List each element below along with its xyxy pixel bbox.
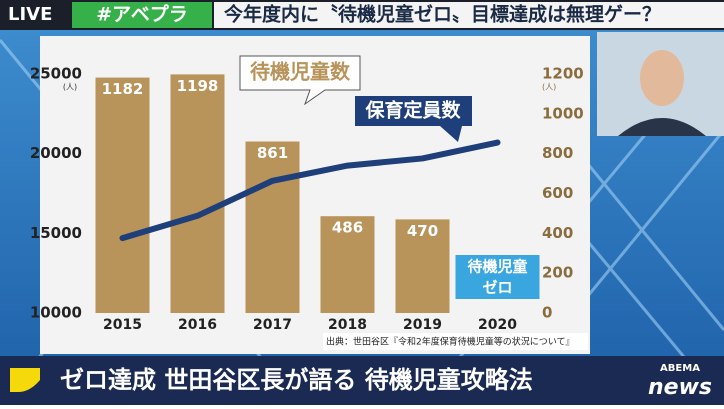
hashtag: #アベプラ xyxy=(96,3,188,26)
y2-tick-label: 600 xyxy=(542,184,573,202)
y2-tick-label: 1200 xyxy=(542,65,584,83)
bar-value-label: 486 xyxy=(332,219,363,237)
bar-value-label: 1182 xyxy=(102,80,144,98)
y-tick-label: 25000 xyxy=(30,65,82,83)
chart: 10000 15000 20000 25000 0 200 400 600 800 1000 120… xyxy=(30,55,588,350)
y2-tick-label: 400 xyxy=(542,224,573,242)
bar xyxy=(170,74,225,313)
bar-value-label: 470 xyxy=(407,222,438,240)
x-tick-label: 2015 xyxy=(103,317,142,333)
caption-icon xyxy=(10,368,40,392)
line xyxy=(119,139,501,242)
bar xyxy=(395,219,450,313)
legend-callout xyxy=(239,55,361,106)
y2-tick-label: 1000 xyxy=(542,104,584,122)
y-tick-label: 15000 xyxy=(30,224,82,242)
legend-label: 保育定員数 xyxy=(364,99,461,122)
hashtag-box xyxy=(72,2,212,28)
y2-tick-label: 0 xyxy=(542,304,552,322)
x-tick-label: 2018 xyxy=(328,317,367,333)
bar-value-label: 1198 xyxy=(177,77,219,95)
x-tick-label: 2020 xyxy=(478,317,517,333)
bar xyxy=(95,77,150,314)
presenter-suit xyxy=(618,118,706,136)
y2-unit: (人) xyxy=(542,83,556,92)
bottom-bar xyxy=(0,356,724,405)
source-box xyxy=(323,333,588,350)
legend-callout xyxy=(355,96,472,142)
logo-bottom: news xyxy=(648,375,712,400)
x-tick-label: 2016 xyxy=(178,317,217,333)
bar xyxy=(320,216,375,313)
y2-tick-label: 200 xyxy=(542,264,573,282)
source: 出典：世田谷区『令和2年度保育待機児童等の状況について』 xyxy=(326,336,574,348)
presenter-face xyxy=(640,50,684,106)
caption: ゼロ達成 世田谷区長が語る 待機児童攻略法 xyxy=(60,366,533,394)
logo-top: ABEMA xyxy=(660,363,700,374)
x-tick-label: 2017 xyxy=(253,317,292,333)
annotation-box xyxy=(455,255,540,299)
y2-tick-label: 800 xyxy=(542,144,573,162)
headline: 今年度内に〝待機児童ゼロ〟目標達成は無理ゲー？ xyxy=(223,3,661,26)
bar-value-label: 861 xyxy=(257,144,288,162)
bar xyxy=(245,141,300,313)
x-tick-label: 2019 xyxy=(403,317,442,333)
y-unit: (人) xyxy=(63,83,77,92)
annotation: ゼロ xyxy=(482,279,512,297)
headline-box xyxy=(214,2,724,28)
live-label: LIVE xyxy=(8,4,52,25)
legend-label: 待機児童数 xyxy=(250,60,351,84)
y-tick-label: 10000 xyxy=(30,304,82,322)
annotation: 待機児童 xyxy=(467,258,527,276)
y-tick-label: 20000 xyxy=(30,144,82,162)
